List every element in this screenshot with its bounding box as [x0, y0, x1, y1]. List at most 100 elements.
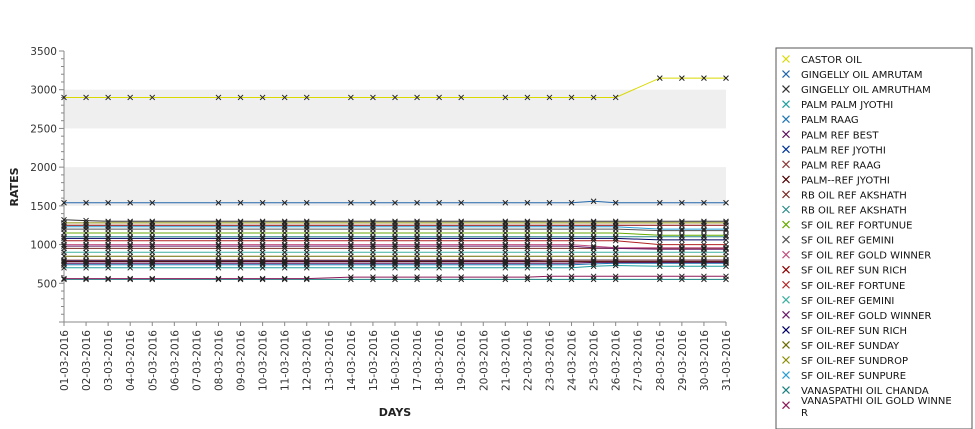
- legend-marker: [782, 325, 790, 334]
- legend-label: PALM REF BEST: [801, 130, 879, 141]
- data-point: [590, 237, 597, 244]
- data-point: [502, 237, 509, 244]
- data-point: [215, 275, 222, 282]
- x-tick-label: 30-03-2016: [699, 330, 711, 391]
- data-point: [105, 275, 111, 282]
- legend-marker: [782, 310, 790, 319]
- data-point: [458, 94, 465, 101]
- data-point: [259, 253, 266, 260]
- legend-item: RB OIL REF AKSHATH: [782, 205, 907, 217]
- data-point: [149, 275, 156, 282]
- data-point: [215, 276, 222, 283]
- data-point: [458, 235, 465, 242]
- data-point: [127, 257, 134, 264]
- data-point: [612, 253, 619, 260]
- data-point: [149, 253, 156, 260]
- legend-item: SF OIL-REF SUN RICH: [782, 325, 907, 337]
- data-point: [679, 220, 685, 226]
- x-tick-label: 28-03-2016: [655, 330, 667, 391]
- legend-item: SF OIL-REF GOLD WINNER: [782, 310, 931, 322]
- data-point: [370, 276, 376, 283]
- data-point: [370, 222, 376, 229]
- x-tick-label: 21-03-2016: [500, 330, 512, 391]
- data-point: [656, 232, 663, 239]
- data-markers: [61, 75, 729, 283]
- data-point: [502, 276, 509, 283]
- data-point: [127, 275, 134, 282]
- data-point: [83, 253, 89, 260]
- legend-label: VANASPATHI OIL GOLD WINNE: [801, 396, 952, 407]
- data-point: [414, 223, 420, 230]
- data-point: [546, 222, 553, 229]
- data-point: [281, 235, 288, 242]
- data-point: [524, 222, 531, 229]
- legend-marker: [782, 235, 790, 244]
- data-point: [281, 253, 288, 260]
- legend-label: SF OIL REF FORTUNUE: [801, 221, 912, 232]
- legend-marker: [782, 85, 790, 94]
- data-point: [701, 241, 707, 248]
- data-point: [524, 223, 531, 230]
- data-point: [723, 258, 729, 265]
- data-point: [281, 257, 288, 264]
- data-point: [502, 223, 509, 230]
- data-point: [414, 235, 420, 242]
- data-point: [61, 237, 67, 244]
- data-point: [502, 274, 509, 280]
- data-point: [502, 257, 509, 264]
- data-point: [612, 199, 619, 206]
- data-point: [502, 199, 509, 206]
- series-line: [64, 77, 726, 98]
- data-point: [215, 94, 222, 101]
- data-point: [458, 257, 465, 264]
- legend-marker: [782, 70, 790, 78]
- series-line: [64, 232, 726, 236]
- legend-item: PALM REF BEST: [782, 130, 879, 141]
- legend-label: SF OIL-REF GOLD WINNER: [801, 311, 931, 322]
- x-tick-label: 25-03-2016: [589, 330, 601, 391]
- legend-item: GINGELLY OIL AMRUTAM: [782, 70, 922, 81]
- data-point: [656, 253, 663, 260]
- data-point: [723, 253, 729, 260]
- data-point: [215, 222, 222, 229]
- data-point: [701, 259, 707, 266]
- legend-label: VANASPATHI OIL CHANDA: [801, 386, 929, 397]
- data-point: [524, 235, 531, 242]
- y-tick-label: 2000: [30, 162, 57, 174]
- legend-label: PALM PALM JYOTHI: [801, 100, 893, 111]
- data-point: [83, 223, 89, 230]
- data-point: [215, 253, 222, 260]
- data-point: [83, 237, 89, 244]
- data-point: [127, 94, 134, 101]
- data-point: [237, 257, 244, 264]
- legend-marker: [782, 205, 790, 214]
- y-axis: 500 1000 1500 2000 2500 3000 3500: [30, 46, 65, 323]
- data-point: [502, 253, 509, 260]
- data-point: [61, 276, 67, 283]
- data-point: [656, 75, 663, 81]
- data-point: [237, 235, 244, 242]
- series-lines: [63, 77, 726, 280]
- data-point: [127, 235, 134, 242]
- data-point: [149, 223, 156, 230]
- legend-marker: [782, 190, 790, 199]
- data-point: [348, 223, 354, 230]
- series-line: [64, 244, 726, 249]
- data-point: [546, 94, 553, 101]
- x-tick-label: 15-03-2016: [368, 330, 380, 391]
- data-point: [414, 222, 420, 229]
- legend-marker: [782, 130, 790, 139]
- legend-marker: [782, 356, 790, 364]
- data-point: [723, 246, 729, 253]
- data-point: [392, 243, 398, 249]
- data-point: [370, 237, 376, 244]
- legend-item: PALM REF JYOTHI: [782, 145, 886, 156]
- data-point: [303, 222, 310, 229]
- legend-marker: [782, 100, 790, 109]
- data-point: [127, 276, 134, 283]
- data-point: [392, 274, 398, 280]
- legend-item: SF OIL-REF SUNDROP: [782, 356, 908, 367]
- data-point: [348, 199, 354, 206]
- legend-item: PALM PALM JYOTHI: [782, 100, 893, 111]
- x-tick-label: 23-03-2016: [544, 330, 556, 391]
